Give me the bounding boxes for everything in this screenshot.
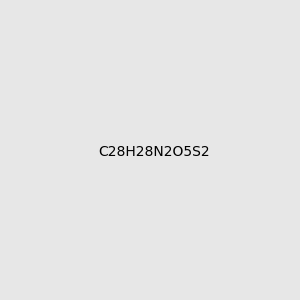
Text: C28H28N2O5S2: C28H28N2O5S2 (98, 145, 210, 158)
